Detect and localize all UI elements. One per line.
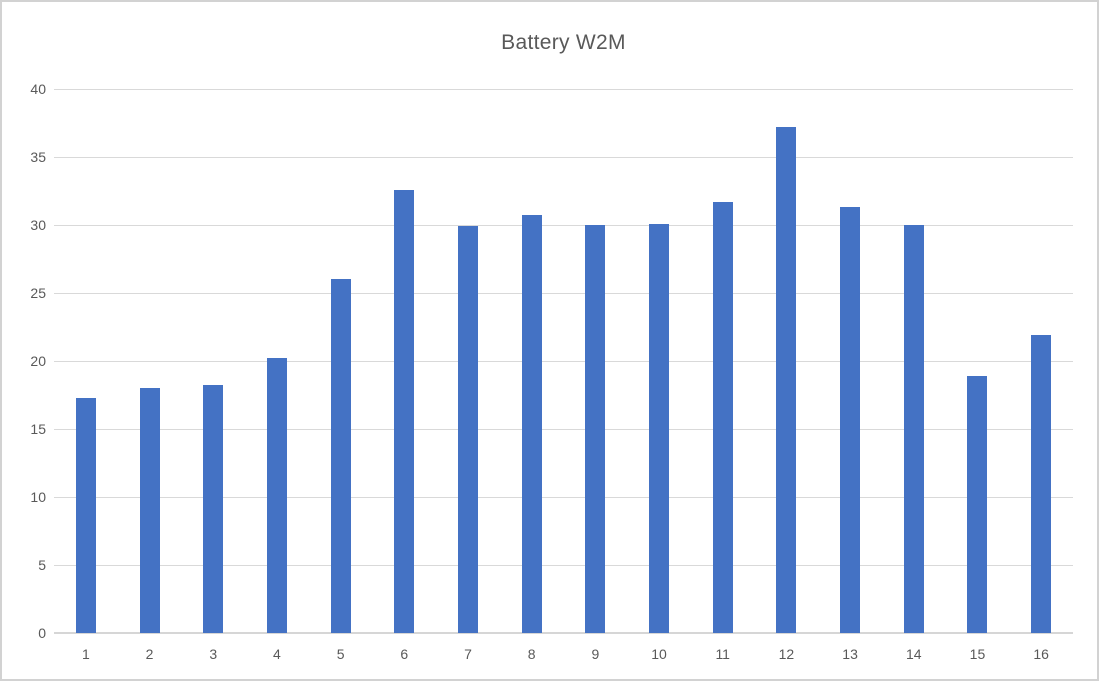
x-tick-label: 7 [464,646,472,662]
y-tick-label: 25 [30,285,46,301]
gridline [54,565,1073,566]
gridline [54,361,1073,362]
bar-4 [266,358,287,633]
y-tick-label: 35 [30,149,46,165]
x-tick-label: 12 [778,646,795,662]
bar-11 [712,201,733,633]
x-tick-label: 2 [145,646,154,662]
bar-5 [330,279,351,633]
x-tick-label: 6 [400,646,409,662]
bar-9 [585,225,606,633]
bar-7 [457,226,478,633]
bar-3 [203,385,224,633]
y-tick-label: 30 [30,217,46,233]
gridline [54,157,1073,158]
gridline [54,293,1073,294]
y-tick-label: 40 [30,81,46,97]
x-tick-label: 15 [969,646,986,662]
bar-14 [903,225,924,633]
y-tick-label: 20 [30,353,46,369]
x-tick-label: 14 [905,646,922,662]
bar-1 [75,397,96,633]
bar-10 [649,223,670,633]
x-tick-label: 16 [1033,646,1049,662]
x-tick-label: 10 [651,646,667,662]
x-tick-label: 5 [336,646,345,662]
x-axis-line [54,632,1073,634]
bar-13 [840,207,861,633]
gridline [54,225,1073,226]
x-tick-label: 11 [715,646,730,662]
bar-15 [967,375,988,633]
chart-title: Battery W2M [501,31,626,54]
gridline [54,497,1073,498]
x-tick-label: 13 [842,646,858,662]
gridline [54,89,1073,90]
bar-6 [394,189,415,633]
bar-16 [1031,335,1052,633]
y-tick-label: 0 [38,625,46,641]
x-tick-label: 1 [81,646,90,662]
bar-2 [139,388,160,633]
x-tick-label: 3 [209,646,218,662]
y-tick-label: 15 [30,421,46,437]
x-tick-label: 9 [591,646,600,662]
x-tick-label: 4 [273,646,281,662]
bar-8 [521,215,542,633]
bar-12 [776,127,797,633]
x-tick-label: 8 [527,646,536,662]
y-tick-label: 10 [30,489,46,505]
y-tick-label: 5 [38,557,46,573]
gridline [54,429,1073,430]
